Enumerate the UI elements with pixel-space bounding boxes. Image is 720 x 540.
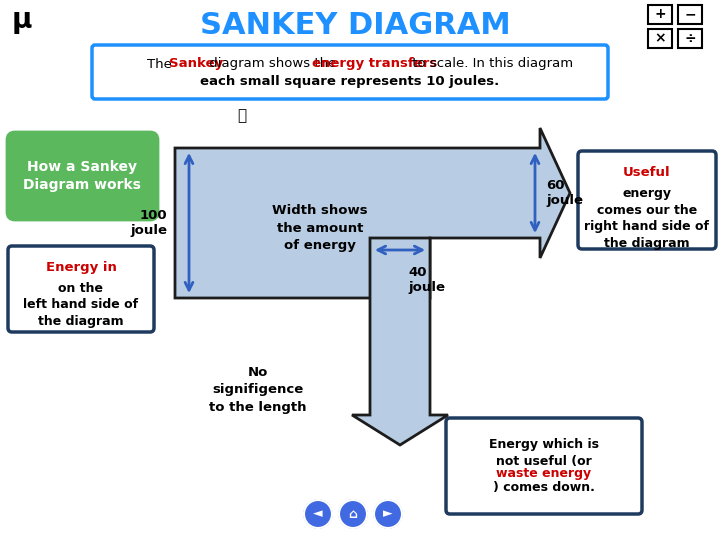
Text: diagram shows the: diagram shows the [205,57,341,71]
Text: 100
joule: 100 joule [130,209,167,237]
Text: SANKEY DIAGRAM: SANKEY DIAGRAM [199,10,510,39]
Text: on the
left hand side of
the diagram: on the left hand side of the diagram [24,282,138,328]
Text: ) comes down.: ) comes down. [493,481,595,494]
Polygon shape [175,128,570,298]
Text: The: The [147,57,176,71]
Text: ÷: ÷ [684,31,696,45]
Text: 🔈: 🔈 [238,109,246,124]
FancyBboxPatch shape [446,418,642,514]
Text: ◄: ◄ [313,508,323,521]
Polygon shape [352,238,448,445]
Text: ×: × [654,31,666,45]
Text: to scale. In this diagram: to scale. In this diagram [408,57,573,71]
FancyBboxPatch shape [648,29,672,48]
FancyBboxPatch shape [92,45,608,99]
Circle shape [339,500,367,528]
FancyBboxPatch shape [678,5,702,24]
FancyBboxPatch shape [8,246,154,332]
Text: energy
comes our the
right hand side of
the diagram: energy comes our the right hand side of … [585,187,709,249]
Text: No
signifigence
to the length: No signifigence to the length [210,367,307,414]
FancyBboxPatch shape [648,5,672,24]
FancyBboxPatch shape [678,29,702,48]
Text: How a Sankey
Diagram works: How a Sankey Diagram works [23,160,141,192]
Text: +: + [654,8,666,22]
Circle shape [304,500,332,528]
Text: Energy which is
not useful (or: Energy which is not useful (or [489,438,599,468]
Text: −: − [684,8,696,22]
Text: ►: ► [383,508,393,521]
Text: each small square represents 10 joules.: each small square represents 10 joules. [200,76,500,89]
Text: μ: μ [12,6,32,34]
Circle shape [374,500,402,528]
Text: 60
joule: 60 joule [546,179,583,207]
Text: Width shows
the amount
of energy: Width shows the amount of energy [272,205,368,252]
Text: energy transfers: energy transfers [312,57,437,71]
Text: 40
joule: 40 joule [408,266,445,294]
Text: waste energy: waste energy [496,467,592,480]
FancyBboxPatch shape [578,151,716,249]
Text: Useful: Useful [624,166,671,179]
Text: ⌂: ⌂ [348,508,358,521]
Text: Energy in: Energy in [45,261,117,274]
Text: Sankey: Sankey [169,57,223,71]
FancyBboxPatch shape [7,132,158,220]
